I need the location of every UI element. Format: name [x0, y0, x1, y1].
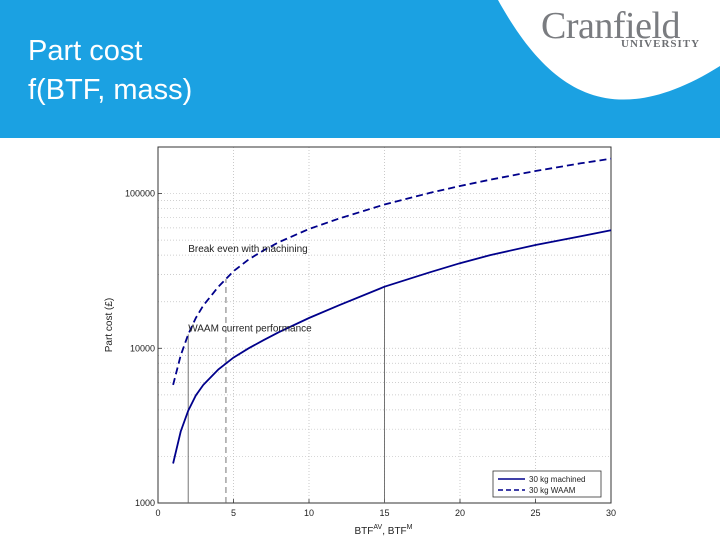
legend-box — [492, 470, 602, 498]
slide-title: Part cost f(BTF, mass) — [28, 32, 192, 110]
legend-label: 30 kg machined — [529, 475, 585, 484]
header-banner — [0, 0, 720, 138]
legend-label: 30 kg WAAM — [529, 486, 576, 495]
x-tick-label: 0 — [155, 508, 160, 518]
x-axis-label: BTFAV, BTFM — [355, 524, 413, 537]
cranfield-logo: Cranfield — [541, 5, 681, 47]
y-tick-label: 1000 — [135, 498, 155, 508]
cranfield-logo-sub: UNIVERSITY — [621, 38, 701, 50]
x-tick-label: 30 — [606, 508, 616, 518]
series-line — [172, 229, 612, 464]
annotation-label: Break even with machining — [188, 244, 308, 255]
x-tick-label: 25 — [530, 508, 540, 518]
slide-header: Part cost f(BTF, mass) Cranfield UNIVERS… — [0, 0, 720, 138]
series-line — [172, 157, 612, 386]
x-tick-label: 15 — [379, 508, 389, 518]
x-tick-label: 10 — [304, 508, 314, 518]
part-cost-chart: 0 5 10 15 20 25 30 1000 10000 100000 Break even wi… — [104, 146, 616, 537]
y-tick-label: 10000 — [130, 343, 155, 353]
x-tick-label: 20 — [455, 508, 465, 518]
y-tick-label: 100000 — [125, 189, 155, 199]
y-axis-label: Part cost (£) — [104, 298, 115, 352]
x-tick-label: 5 — [231, 508, 236, 518]
annotation-label: WAAM current performance — [188, 324, 312, 335]
slide-title-line2: f(BTF, mass) — [28, 74, 193, 106]
slide-title-line1: Part cost — [28, 35, 143, 67]
